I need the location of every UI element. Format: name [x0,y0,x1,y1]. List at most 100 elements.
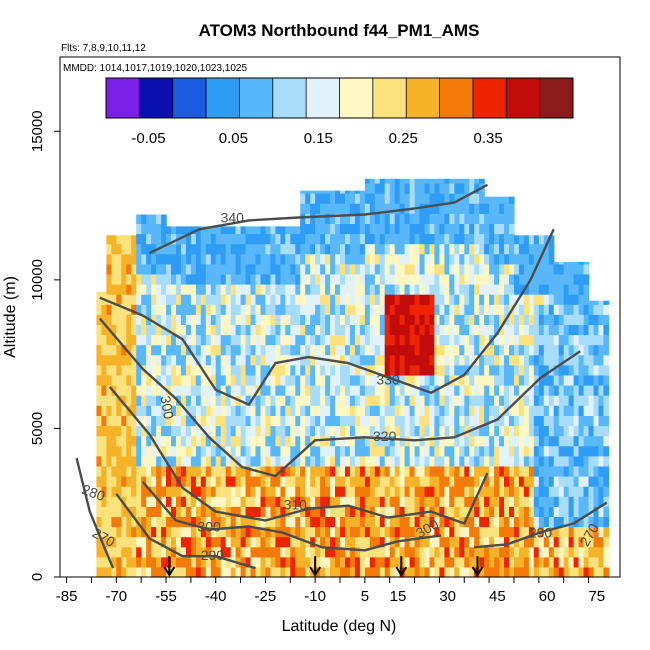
heatmap-cell [454,435,460,447]
heatmap-cell [523,455,530,467]
heatmap-cell [126,284,132,295]
heatmap-cell [588,374,595,386]
heatmap-cell [548,263,555,275]
heatmap-cell [414,193,421,204]
heatmap-cell [568,334,575,346]
heatmap-cell [195,243,202,255]
heatmap-cell [504,273,510,285]
heatmap-cell [340,263,346,275]
heatmap-cell [210,226,217,235]
heatmap-cell [250,294,257,305]
x-tick-label: 60 [539,588,556,605]
heatmap-cell [225,556,232,568]
heatmap-cell [190,304,197,315]
heatmap-cell [603,455,609,467]
heatmap-cell [255,243,262,255]
heatmap-cell [474,178,480,184]
heatmap-cell [190,516,197,528]
heatmap-cell [533,284,540,295]
heatmap-cell [474,405,480,416]
heatmap-cell [389,445,396,457]
heatmap-cell [345,213,351,224]
heatmap-cell [141,536,147,548]
heatmap-cell [340,415,346,427]
heatmap-cell [126,516,132,528]
heatmap-cell [578,455,585,467]
heatmap-cell [404,324,411,336]
heatmap-cell [126,486,132,497]
heatmap-cell [121,243,127,255]
heatmap-cell [588,435,595,447]
heatmap-cell [543,334,550,346]
heatmap-cell [389,385,396,396]
heatmap-cell [369,243,376,255]
heatmap-cell [598,324,605,336]
heatmap-cell [220,486,227,497]
heatmap-cell [553,486,560,497]
heatmap-cell [171,506,177,517]
heatmap-cell [275,496,281,507]
heatmap-cell [116,546,122,558]
heatmap-cell [205,506,212,517]
heatmap-cell [489,203,495,214]
heatmap-cell [474,385,480,396]
heatmap-cell [151,445,157,457]
heatmap-cell [335,465,341,477]
heatmap-cell [528,506,535,517]
heatmap-cell [200,233,207,245]
heatmap-cell [489,196,495,204]
heatmap-cell [330,526,336,538]
heatmap-cell [106,435,112,447]
heatmap-cell [504,344,510,356]
heatmap-cell [285,374,291,386]
heatmap-cell [285,476,291,487]
heatmap-cell [359,415,366,427]
heatmap-cell [106,385,112,396]
heatmap-cell [543,435,550,447]
heatmap-cell [250,476,257,487]
heatmap-cell [369,364,376,376]
heatmap-cell [603,300,609,305]
heatmap-cell [364,273,371,285]
heatmap-cell [429,193,436,204]
heatmap-cell [185,324,192,336]
heatmap-cell [335,385,341,396]
heatmap-cell [330,415,336,427]
heatmap-cell [429,476,436,487]
heatmap-cell [558,324,565,336]
heatmap-cell [583,273,590,285]
heatmap-cell [121,405,127,416]
heatmap-cell [349,465,356,477]
heatmap-cell [260,536,267,548]
heatmap-cell [310,415,316,427]
heatmap-cell [414,334,421,346]
heatmap-cell [340,253,346,265]
heatmap-cell [464,183,470,194]
heatmap-cell [101,425,107,437]
heatmap-cell [176,226,182,235]
heatmap-cell [131,425,137,437]
heatmap-cell [454,223,460,235]
heatmap-cell [111,405,117,416]
heatmap-cell [310,233,316,245]
heatmap-cell [141,243,147,255]
colorbar-tick-label: 0.25 [389,130,418,147]
heatmap-cell [185,465,192,477]
heatmap-cell [354,445,361,457]
heatmap-cell [210,374,217,386]
heatmap-cell [235,304,242,315]
heatmap-cell [151,273,157,285]
heatmap-cell [185,526,192,538]
heatmap-cell [240,425,247,437]
heatmap-cell [359,486,366,497]
heatmap-cell [106,364,112,376]
heatmap-cell [136,536,142,548]
heatmap-cell [121,425,127,437]
heatmap-cell [106,516,112,528]
heatmap-cell [176,566,182,578]
heatmap-cell [494,445,500,457]
heatmap-cell [185,536,192,548]
heatmap-cell [404,536,411,548]
heatmap-cell [449,566,455,578]
heatmap-cell [220,263,227,275]
